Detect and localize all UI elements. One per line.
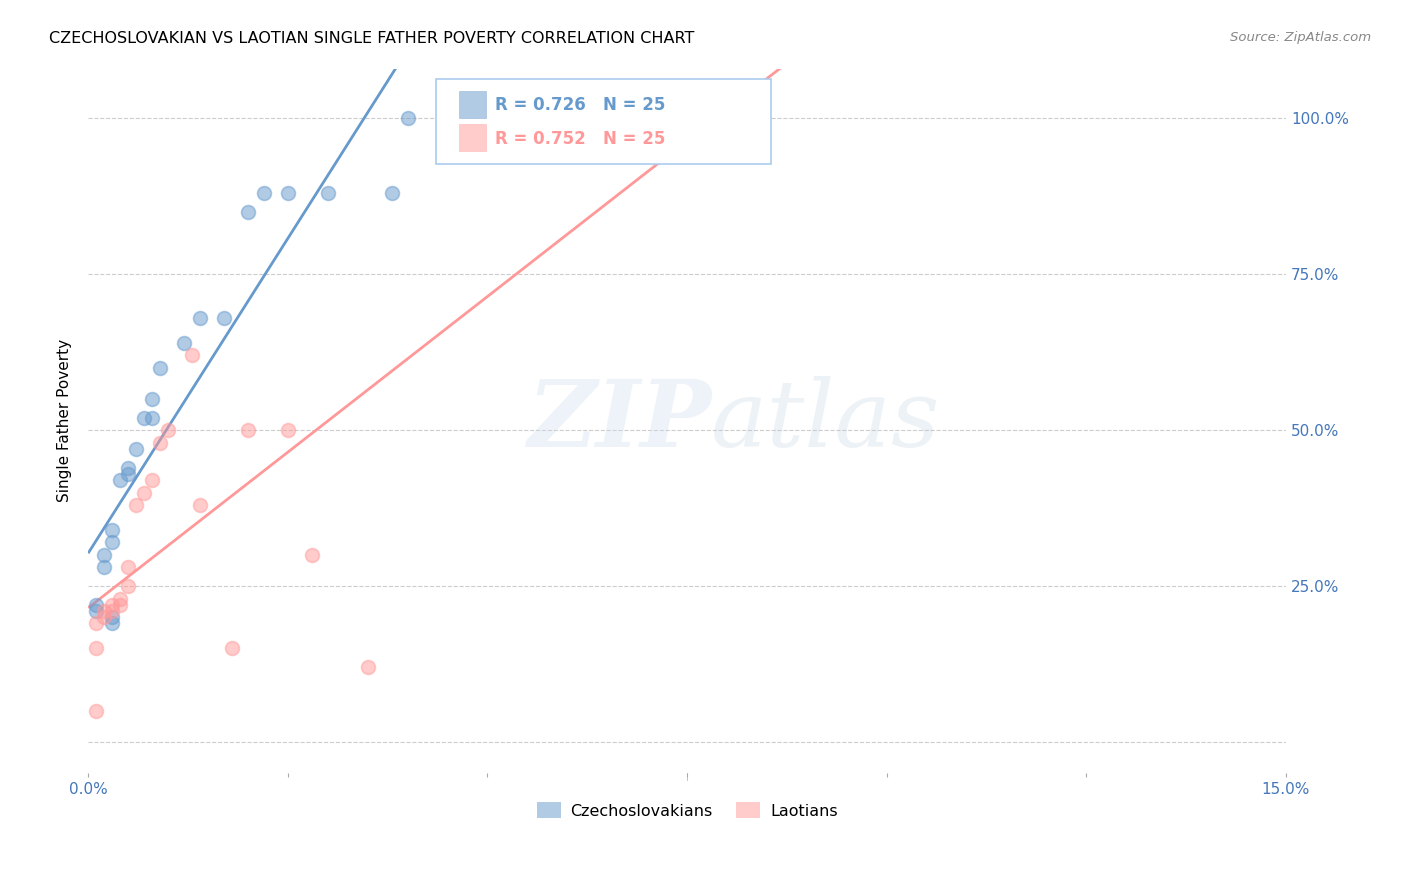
Point — [141, 392, 163, 406]
Point — [108, 473, 131, 487]
Point — [277, 423, 299, 437]
Point — [117, 467, 139, 481]
Text: atlas: atlas — [711, 376, 941, 466]
Point — [141, 410, 163, 425]
Point — [236, 423, 259, 437]
Point — [141, 473, 163, 487]
Point — [173, 335, 195, 350]
Point — [212, 310, 235, 325]
Point — [132, 485, 155, 500]
Point — [117, 560, 139, 574]
Text: R = 0.726   N = 25: R = 0.726 N = 25 — [495, 96, 666, 114]
Point — [101, 523, 124, 537]
Point — [156, 423, 179, 437]
Point — [101, 616, 124, 631]
Point — [84, 604, 107, 618]
Text: Source: ZipAtlas.com: Source: ZipAtlas.com — [1230, 31, 1371, 45]
Point — [676, 112, 699, 126]
Point — [125, 442, 148, 456]
Point — [356, 660, 378, 674]
Point — [381, 186, 404, 201]
Point — [93, 604, 115, 618]
Point — [93, 560, 115, 574]
Point — [108, 591, 131, 606]
Point — [101, 610, 124, 624]
Point — [132, 410, 155, 425]
Point — [84, 641, 107, 656]
Point — [93, 610, 115, 624]
Point — [101, 535, 124, 549]
Point — [188, 310, 211, 325]
Legend: Czechoslovakians, Laotians: Czechoslovakians, Laotians — [530, 796, 844, 825]
Point — [277, 186, 299, 201]
Point — [188, 498, 211, 512]
Point — [149, 360, 172, 375]
Point — [117, 460, 139, 475]
Point — [125, 498, 148, 512]
Point — [84, 704, 107, 718]
Point — [555, 112, 578, 126]
Point — [221, 641, 243, 656]
Point — [84, 616, 107, 631]
Point — [84, 598, 107, 612]
Point — [93, 548, 115, 562]
Point — [149, 435, 172, 450]
Point — [101, 598, 124, 612]
Bar — [460, 91, 486, 118]
Y-axis label: Single Father Poverty: Single Father Poverty — [58, 339, 72, 502]
Bar — [460, 124, 486, 151]
Text: ZIP: ZIP — [527, 376, 711, 466]
Point — [236, 205, 259, 219]
Point — [181, 348, 204, 362]
Point — [396, 112, 419, 126]
Point — [117, 579, 139, 593]
Point — [316, 186, 339, 201]
FancyBboxPatch shape — [436, 79, 770, 163]
Text: CZECHOSLOVAKIAN VS LAOTIAN SINGLE FATHER POVERTY CORRELATION CHART: CZECHOSLOVAKIAN VS LAOTIAN SINGLE FATHER… — [49, 31, 695, 46]
Text: R = 0.752   N = 25: R = 0.752 N = 25 — [495, 130, 666, 148]
Point — [253, 186, 276, 201]
Point — [301, 548, 323, 562]
Point — [101, 604, 124, 618]
Point — [108, 598, 131, 612]
